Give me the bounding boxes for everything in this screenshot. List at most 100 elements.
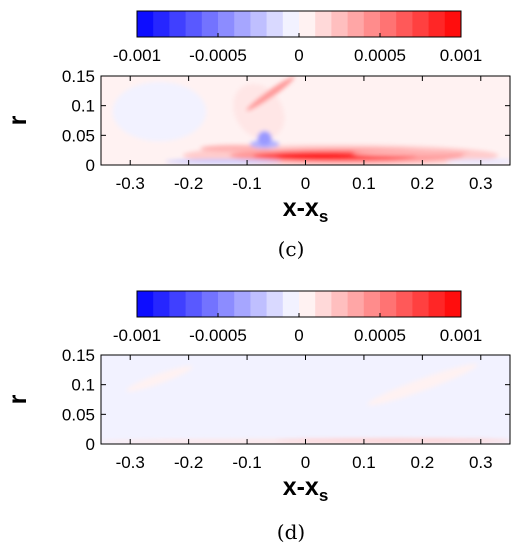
y-tick-label: 0.1: [71, 97, 95, 116]
colorbar-swatch: [169, 291, 186, 317]
colorbar-swatch: [315, 11, 332, 37]
colorbar-swatch: [299, 291, 316, 317]
colorbar-swatch: [331, 11, 348, 37]
colorbar-swatch: [380, 11, 397, 37]
colorbar-swatch: [380, 291, 397, 317]
heatmap-region: [233, 83, 285, 140]
colorbar-swatch: [185, 11, 203, 37]
x-tick-label: -0.1: [232, 174, 261, 193]
colorbar-swatch: [185, 291, 203, 317]
colorbar: -0.001 -0.0005 0 0.0005 0.001: [113, 290, 483, 345]
heatmap-field: [101, 76, 510, 165]
colorbar-swatch: [137, 291, 154, 317]
x-tick-label: -0.3: [116, 453, 145, 472]
colorbar-swatch: [412, 11, 429, 37]
x-axis-label-subscript: s: [319, 207, 328, 226]
colorbar-tick-label: 0.001: [440, 326, 483, 345]
y-tick-label: 0: [86, 156, 95, 175]
colorbar-swatch: [396, 291, 413, 317]
y-axis-label: r: [4, 115, 32, 125]
heatmap-region: [246, 76, 295, 111]
colorbar-swatch: [169, 11, 186, 37]
heatmap-region: [257, 131, 272, 146]
heatmap-region: [276, 153, 359, 160]
colorbar-swatch: [250, 291, 267, 317]
colorbar-swatch: [201, 291, 219, 317]
colorbar-swatch: [347, 291, 365, 317]
heatmap-contours: [112, 76, 510, 165]
heatmap-region: [165, 159, 283, 164]
colorbar-tick-label: -0.001: [113, 46, 161, 65]
colorbar-swatch: [444, 11, 462, 37]
colorbar-swatch: [218, 291, 235, 317]
y-tick-label: 0: [86, 435, 95, 454]
heatmap-region: [276, 438, 510, 443]
heatmap-region: [367, 363, 478, 406]
colorbar-swatch: [331, 291, 348, 317]
colorbar-swatch: [266, 291, 284, 317]
heatmap-region: [112, 81, 207, 142]
heatmap-field: [101, 355, 510, 444]
colorbar-tick-label: -0.001: [113, 326, 161, 345]
x-tick-label: 0.1: [352, 174, 376, 193]
colorbar-swatch: [363, 11, 381, 37]
y-tick-label: 0.05: [62, 405, 95, 424]
colorbar-swatch: [153, 291, 170, 317]
x-tick-label: -0.2: [174, 174, 203, 193]
x-axis-label: x-xs: [283, 194, 329, 226]
colorbar-tick-label: 0: [294, 326, 303, 345]
y-axis-label: r: [4, 394, 32, 404]
x-axis-label-subscript: s: [319, 486, 328, 505]
panel-d-caption: (d): [276, 520, 306, 544]
x-tick-label: -0.3: [116, 174, 145, 193]
colorbar-swatch: [137, 11, 154, 37]
x-tick-label: -0.1: [232, 453, 261, 472]
colorbar-tick-label: 0.0005: [354, 46, 406, 65]
x-tick-label: 0.3: [469, 453, 493, 472]
x-tick-label: 0: [301, 453, 310, 472]
colorbar-swatch: [428, 291, 446, 317]
colorbar-swatch: [153, 11, 170, 37]
x-tick-label: 0.2: [411, 174, 435, 193]
colorbar-swatch: [282, 291, 300, 317]
colorbar-swatch: [234, 291, 251, 317]
colorbar-swatch: [234, 11, 251, 37]
colorbar-swatch: [218, 11, 235, 37]
colorbar-tick-label: -0.0005: [189, 46, 247, 65]
colorbar-swatch: [315, 291, 332, 317]
colorbar-swatch: [282, 11, 300, 37]
y-tick-label: 0.05: [62, 126, 95, 145]
colorbar-swatch: [444, 291, 462, 317]
x-tick-label: 0.2: [411, 453, 435, 472]
heatmap-background: [101, 355, 510, 444]
colorbar: -0.001 -0.0005 0 0.0005 0.001: [113, 10, 483, 65]
x-axis-label-text: x-x: [283, 473, 319, 501]
colorbar-swatch: [250, 11, 267, 37]
colorbar-swatch: [266, 11, 284, 37]
colorbar-swatch: [347, 11, 365, 37]
colorbar-swatch: [299, 11, 316, 37]
colorbar-swatch: [201, 11, 219, 37]
panel-c: -0.001 -0.0005 0 0.0005 0.001 -0.3 -0.2 -0.1 0 0.…: [4, 10, 511, 226]
x-tick-label: -0.2: [174, 453, 203, 472]
colorbar-tick-label: 0.0005: [354, 326, 406, 345]
colorbar-tick-label: 0: [294, 46, 303, 65]
y-tick-label: 0.15: [62, 67, 95, 86]
x-axis-label-text: x-x: [283, 194, 319, 222]
panel-c-caption: (c): [277, 237, 305, 261]
colorbar-tick-label: 0.001: [440, 46, 483, 65]
x-axis-label: x-xs: [283, 473, 329, 505]
colorbar-swatch: [396, 11, 413, 37]
heatmap-region: [352, 150, 470, 157]
x-tick-label: 0.3: [469, 174, 493, 193]
colorbar-swatch: [412, 291, 429, 317]
x-tick-label: 0.1: [352, 453, 376, 472]
panel-d: -0.001 -0.0005 0 0.0005 0.001 -0.3 -0.2 -0.1 0 0.…: [4, 290, 511, 505]
y-tick-label: 0.1: [71, 376, 95, 395]
x-tick-label: 0: [301, 174, 310, 193]
heatmap-region: [126, 365, 193, 392]
colorbar-tick-label: -0.0005: [189, 326, 247, 345]
y-tick-label: 0.15: [62, 346, 95, 365]
heatmap-region: [445, 159, 510, 164]
